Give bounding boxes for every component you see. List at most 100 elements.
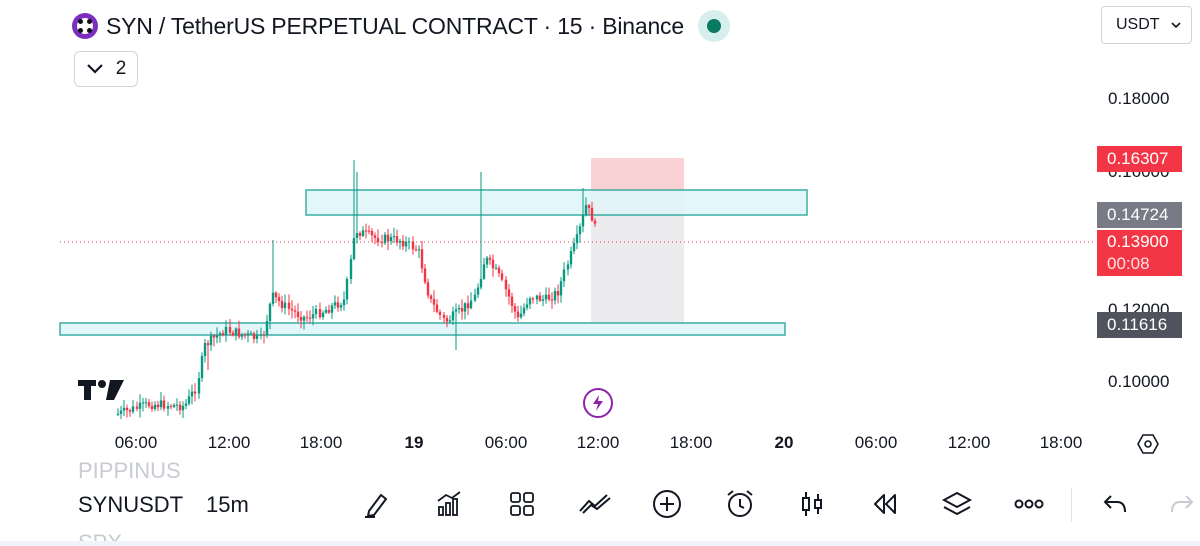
stop-loss-price-tag[interactable]: 0.16307 — [1097, 146, 1182, 172]
candle-body — [150, 406, 154, 409]
collapse-indicators-button[interactable]: 2 — [74, 51, 138, 87]
candle-body — [355, 233, 359, 239]
candle-body — [327, 309, 331, 313]
indicator-count: 2 — [115, 58, 127, 79]
indicators-icon[interactable] — [429, 484, 469, 524]
pencil-icon[interactable] — [356, 484, 396, 524]
more-icon[interactable] — [1009, 484, 1049, 524]
bar-countdown: 00:08 — [1107, 254, 1150, 273]
candle-body — [528, 298, 532, 305]
currency-selector[interactable]: USDT — [1101, 6, 1192, 44]
time-tick: 06:00 — [484, 433, 528, 452]
layout-icon[interactable] — [502, 484, 542, 524]
take-profit-price-tag[interactable]: 0.11616 — [1097, 312, 1182, 338]
time-axis[interactable]: 06:00 12:00 18:00 19 06:00 12:00 18:00 2… — [0, 433, 1200, 457]
support-zone[interactable] — [59, 322, 786, 336]
chart-settings-icon[interactable] — [1137, 433, 1159, 460]
watchlist-symbol: PIPPINUS — [78, 458, 181, 480]
chevron-down-icon — [1171, 21, 1181, 28]
symbol-header[interactable]: SYN / TetherUS PERPETUAL CONTRACT · 15 ·… — [72, 8, 730, 44]
candle-body — [482, 264, 486, 279]
candle-body — [259, 334, 263, 336]
candle-body — [587, 205, 591, 208]
candle-body — [271, 292, 275, 304]
candle-body — [383, 234, 387, 243]
symbol-title[interactable]: SYN / TetherUS PERPETUAL CONTRACT · 15 ·… — [106, 12, 684, 39]
watchlist-symbol: SYNUSDT — [78, 492, 184, 517]
candle-body — [538, 295, 542, 301]
candle-body — [535, 295, 539, 300]
candle-body — [575, 234, 579, 244]
add-icon[interactable] — [647, 484, 687, 524]
entry-price-tag[interactable]: 0.14724 — [1097, 202, 1182, 228]
candle-body — [473, 294, 477, 301]
candle-body — [404, 241, 408, 247]
candle-body — [333, 302, 337, 306]
candle-body — [156, 404, 160, 408]
candle-body — [178, 404, 182, 411]
bottom-edge — [0, 541, 1200, 546]
candle-body — [231, 332, 235, 336]
watchlist-item[interactable]: PIPPINUS 5m — [78, 458, 181, 480]
candle-body — [504, 279, 508, 290]
candle-body — [339, 305, 343, 308]
watchlist-item-active[interactable]: SYNUSDT 15m — [78, 492, 249, 518]
candle-body — [302, 316, 306, 321]
drawings-icon[interactable] — [575, 484, 615, 524]
candle-body — [463, 303, 467, 312]
candle-body — [169, 406, 173, 408]
market-status-icon[interactable] — [697, 10, 730, 42]
resistance-zone[interactable] — [305, 189, 808, 216]
candle-body — [426, 282, 430, 296]
candle-body — [488, 257, 492, 260]
candle-body — [280, 300, 284, 309]
alarm-icon[interactable] — [720, 484, 760, 524]
candle-body — [476, 287, 480, 295]
candle-body — [218, 333, 222, 336]
candle-body — [255, 334, 259, 340]
candle-body — [364, 230, 368, 232]
time-tick: 18:00 — [1039, 433, 1083, 452]
candle-body — [274, 292, 278, 298]
candles-icon[interactable] — [792, 484, 832, 524]
candle-body — [395, 236, 399, 243]
candle-body — [330, 305, 334, 313]
candle-body — [131, 406, 135, 412]
candle-body — [116, 413, 120, 415]
undo-icon[interactable] — [1095, 484, 1135, 524]
candle-body — [321, 312, 325, 318]
toolbar-divider — [1071, 488, 1072, 522]
candlestick-series — [116, 160, 597, 419]
time-tick: 06:00 — [854, 433, 898, 452]
candle-body — [181, 405, 185, 411]
candle-body — [398, 240, 402, 243]
events-flash-icon[interactable] — [583, 388, 613, 418]
tradingview-logo-icon[interactable] — [78, 378, 124, 407]
candle-body — [442, 314, 446, 318]
candle-body — [448, 320, 452, 322]
candle-body — [311, 314, 315, 319]
candle-body — [513, 305, 517, 312]
chevron-down-icon — [86, 64, 103, 74]
candle-body — [516, 311, 520, 318]
time-tick: 18:00 — [669, 433, 713, 452]
candle-body — [497, 267, 501, 274]
candle-body — [435, 304, 439, 312]
candle-body — [432, 299, 436, 305]
candle-body — [190, 391, 194, 397]
replay-icon[interactable] — [865, 484, 905, 524]
short-position-profit-zone[interactable] — [591, 215, 684, 323]
candle-body — [283, 302, 287, 309]
redo-icon[interactable] — [1162, 484, 1200, 524]
candle-body — [411, 241, 415, 250]
candle-body — [162, 400, 166, 409]
layers-icon[interactable] — [937, 484, 977, 524]
candle-body — [215, 335, 219, 338]
candle-body — [407, 241, 411, 243]
time-tick-day: 20 — [774, 433, 794, 452]
last-price-tag[interactable]: 0.13900 00:08 — [1097, 230, 1182, 276]
time-tick: 12:00 — [207, 433, 251, 452]
candle-body — [547, 294, 551, 300]
candle-body — [265, 321, 269, 335]
